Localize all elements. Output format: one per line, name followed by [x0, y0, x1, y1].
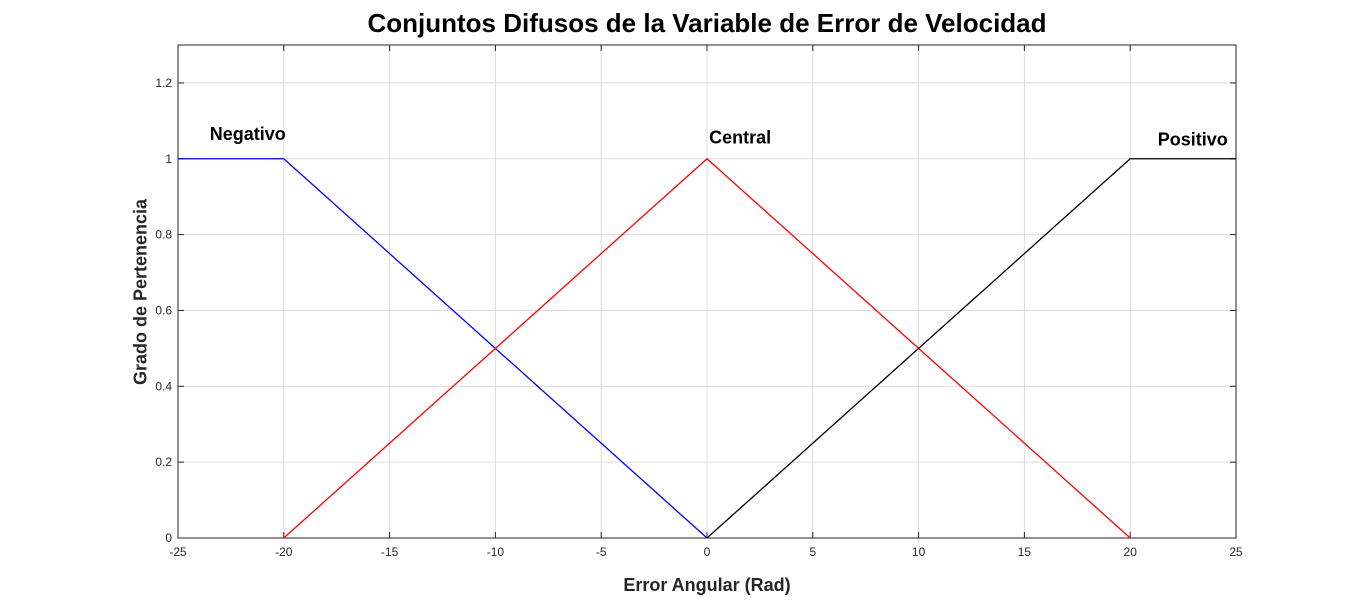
x-tick-label: 20 — [1124, 545, 1138, 559]
series-lines — [178, 157, 1236, 539]
x-tick-label: -20 — [275, 545, 293, 559]
y-tick-label: 0.6 — [155, 303, 172, 317]
series-label-positivo: Positivo — [1158, 129, 1228, 149]
series-labels: Negativo Central Positivo — [210, 124, 1228, 150]
x-tick-label: 10 — [912, 545, 926, 559]
x-tick-label: 5 — [809, 545, 816, 559]
series-line-central — [283, 157, 1131, 539]
series-line-negativo — [178, 158, 708, 539]
x-tick-label: -5 — [596, 545, 607, 559]
chart-title: Conjuntos Difusos de la Variable de Erro… — [367, 8, 1047, 38]
y-tick-label: 1.2 — [155, 76, 172, 90]
y-tick-label: 0.8 — [155, 228, 172, 242]
x-tick-label: 25 — [1229, 545, 1243, 559]
y-tick-label: 0 — [165, 531, 172, 545]
series-label-central: Central — [709, 128, 771, 148]
grid — [177, 45, 1237, 539]
series-label-negativo: Negativo — [210, 124, 286, 144]
y-axis-label: Grado de Pertenencia — [130, 198, 151, 386]
y-tick-label: 0.2 — [155, 455, 172, 469]
x-tick-label: 15 — [1018, 545, 1032, 559]
x-tick-label: -25 — [169, 545, 187, 559]
x-tick-label: 0 — [704, 545, 711, 559]
y-tick-label: 1 — [165, 152, 172, 166]
series-line-positivo — [706, 158, 1236, 539]
x-axis-label: Error Angular (Rad) — [623, 575, 791, 595]
ticks: -25 -20 -15 -10 -5 0 5 10 15 20 25 0 0.2 0.4 0.6 0.8 1 1.… — [155, 45, 1243, 559]
x-tick-label: -15 — [381, 545, 399, 559]
y-tick-label: 0.4 — [155, 379, 172, 393]
x-tick-label: -10 — [487, 545, 505, 559]
